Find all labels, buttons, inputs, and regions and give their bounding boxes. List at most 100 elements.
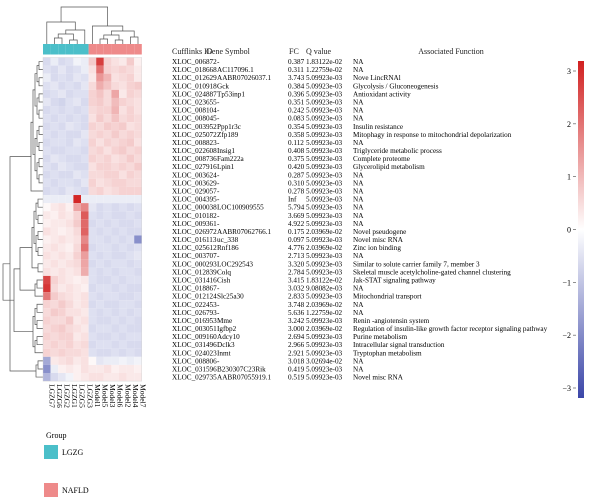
heatmap-cell — [126, 65, 135, 74]
heatmap-cell — [134, 324, 142, 333]
row-q-value: 1.22759e-02 — [306, 66, 343, 74]
row-gene-symbol: Insig1 — [217, 147, 235, 155]
row-gene-symbol: - — [217, 115, 220, 123]
column-dendrogram — [46, 6, 139, 44]
heatmap-cell — [103, 267, 112, 276]
heatmap-cell — [81, 259, 89, 268]
heatmap-cell — [96, 259, 104, 268]
heatmap-cell — [126, 106, 135, 115]
heatmap-cell — [88, 114, 97, 123]
row-q-value: 5.09923e-03 — [306, 99, 343, 107]
heatmap-cell — [103, 364, 112, 374]
heatmap-cell — [81, 186, 89, 196]
heatmap-cell — [73, 106, 81, 115]
dendrogram-branch — [38, 109, 43, 119]
heatmap-cell — [134, 243, 142, 252]
heatmap-cell — [73, 154, 81, 163]
group-legend-label: LGZG — [62, 448, 84, 457]
heatmap-cell — [65, 356, 74, 365]
heatmap-cell — [43, 114, 51, 123]
heatmap-cell — [119, 275, 127, 285]
dendrogram-branch — [114, 39, 124, 44]
dendrogram-branch — [57, 33, 74, 40]
row-gene-symbol: - — [217, 179, 220, 187]
heatmap-cell — [134, 332, 142, 341]
heatmap-cell — [50, 89, 59, 98]
row-gene-symbol: Zfp189 — [217, 131, 239, 139]
heatmap-cell — [96, 235, 104, 244]
heatmap-cell — [96, 211, 104, 220]
heatmap-cell — [81, 292, 89, 301]
row-gene-symbol: - — [217, 171, 220, 179]
heatmap-cell — [43, 81, 51, 90]
heatmap-cell — [126, 203, 135, 212]
heatmap-cell — [134, 146, 142, 155]
heatmap-cell — [103, 332, 112, 341]
heatmap-cell — [119, 332, 127, 341]
row-associated-function: Insulin resistance — [353, 123, 403, 131]
heatmap-cell — [134, 170, 142, 179]
row-associated-function: Jak-STAT signaling pathway — [353, 276, 436, 284]
heatmap-cell — [126, 364, 135, 374]
row-q-value: 5.09923e-03 — [306, 155, 343, 163]
heatmap-cell — [58, 364, 66, 374]
heatmap-cell — [43, 211, 51, 220]
heatmap-cell — [134, 219, 142, 228]
heatmap-cell — [43, 57, 51, 66]
heatmap-cell — [58, 373, 66, 382]
heatmap-cell — [111, 373, 119, 382]
heatmap-cell — [88, 275, 97, 285]
row-cufflinks-id: XLOC_010918 — [172, 82, 217, 90]
heatmap-cell — [81, 89, 89, 98]
row-associated-function: NA — [353, 58, 364, 66]
dendrogram-branch — [38, 174, 43, 184]
heatmap-cell — [58, 203, 66, 212]
row-cufflinks-id: XLOC_016953 — [172, 317, 217, 325]
row-fold-change: 0.287 — [288, 171, 305, 179]
row-fold-change: 0.396 — [288, 90, 305, 98]
heatmap-cell — [126, 146, 135, 155]
heatmap-cell — [126, 340, 135, 349]
heatmap-cell — [88, 219, 97, 228]
row-fold-change: 3.669 — [288, 212, 305, 220]
heatmap-cell — [50, 332, 59, 341]
heatmap-cell — [134, 211, 142, 220]
heatmap-cell — [119, 146, 127, 155]
heatmap-cell — [81, 81, 89, 90]
heatmap-cell — [43, 106, 51, 115]
row-q-value: 5.09923e-03 — [306, 82, 343, 90]
heatmap-cell — [111, 284, 119, 293]
row-gene-symbol: - — [217, 196, 220, 204]
heatmap-cell — [119, 114, 127, 123]
heatmap-cell — [134, 348, 142, 357]
heatmap-cell — [126, 275, 135, 285]
heatmap-cell — [65, 57, 74, 66]
heatmap-cell — [134, 356, 142, 365]
row-q-value: 5.09923e-03 — [306, 220, 343, 228]
heatmap-cell — [134, 186, 142, 196]
heatmap-cell — [119, 348, 127, 357]
row-q-value: 5.09923e-03 — [306, 123, 343, 131]
heatmap-cell — [81, 364, 89, 374]
heatmap-cell — [88, 356, 97, 365]
dendrogram-branch — [130, 36, 139, 44]
group-bar-cell — [81, 44, 89, 55]
row-cufflinks-id: XLOC_003707 — [172, 252, 217, 260]
row-associated-function: Antioxidant activity — [353, 90, 411, 98]
heatmap-cell — [81, 324, 89, 333]
heatmap-cell — [96, 122, 104, 131]
heatmap-cell — [126, 130, 135, 139]
heatmap-cell — [50, 65, 59, 74]
row-gene-symbol: Colq — [217, 268, 231, 276]
heatmap-cell — [43, 364, 51, 374]
row-q-value: 5.09923e-03 — [306, 74, 343, 82]
heatmap-cell — [81, 146, 89, 155]
heatmap-cell — [126, 373, 135, 382]
row-gene-symbol: Mme — [217, 317, 232, 325]
heatmap-cell — [126, 227, 135, 236]
dendrogram-branch — [34, 340, 43, 354]
heatmap-cell — [73, 186, 81, 196]
heatmap-cell — [43, 300, 51, 309]
heatmap-cell — [119, 324, 127, 333]
group-bar-cell — [134, 44, 142, 55]
